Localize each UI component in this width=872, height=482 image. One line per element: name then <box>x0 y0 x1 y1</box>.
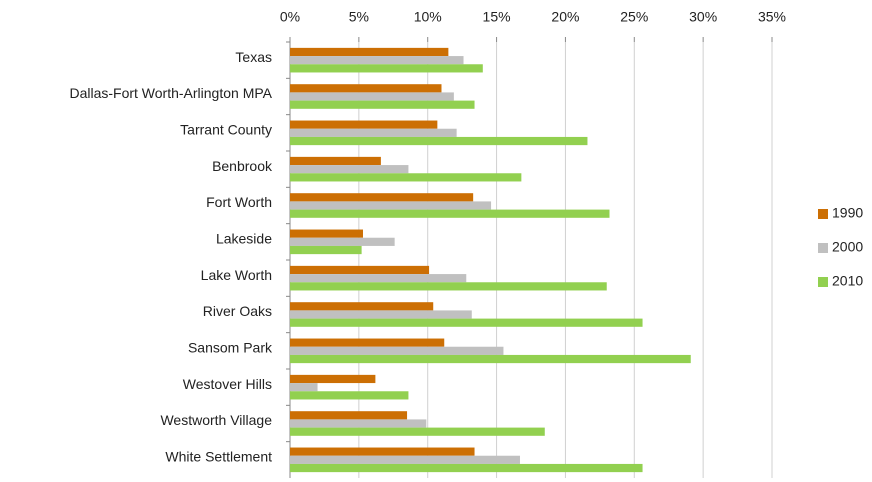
y-tick-label: Benbrook <box>212 158 273 174</box>
bar <box>290 56 464 65</box>
x-tick-label: 5% <box>349 9 369 25</box>
bar <box>290 237 395 246</box>
bar <box>290 193 474 202</box>
y-tick-label: Westworth Village <box>160 412 272 428</box>
bar <box>290 346 504 355</box>
x-tick-label: 30% <box>689 9 717 25</box>
bar <box>290 455 520 464</box>
y-tick-label: Lakeside <box>216 231 272 247</box>
bar <box>290 411 408 420</box>
bar <box>290 391 409 400</box>
legend-label: 1990 <box>832 205 863 221</box>
bar <box>290 338 445 347</box>
y-tick-label: Westover Hills <box>183 376 272 392</box>
bar <box>290 383 318 392</box>
bar <box>290 245 362 255</box>
y-tick-label: Dallas-Fort Worth-Arlington MPA <box>69 85 272 101</box>
bar <box>290 374 376 384</box>
bar <box>290 201 492 210</box>
y-tick-label: River Oaks <box>203 303 272 319</box>
bar <box>290 165 409 174</box>
bar <box>290 128 457 137</box>
bar <box>290 92 454 101</box>
bar <box>290 419 427 428</box>
legend-swatch <box>818 243 828 253</box>
y-tick-label: Tarrant County <box>180 122 272 138</box>
legend-label: 2010 <box>832 273 863 289</box>
bar <box>290 100 475 109</box>
y-tick-label: Fort Worth <box>206 194 272 210</box>
bar <box>290 84 442 93</box>
bar <box>290 354 691 364</box>
x-tick-label: 10% <box>414 9 442 25</box>
bar <box>290 173 522 182</box>
x-tick-label: 0% <box>280 9 300 25</box>
x-tick-label: 25% <box>620 9 648 25</box>
bar <box>290 120 438 129</box>
bar <box>290 274 467 283</box>
bar <box>290 156 381 166</box>
legend-swatch <box>818 209 828 219</box>
y-tick-label: Sansom Park <box>188 340 273 356</box>
x-tick-label: 35% <box>758 9 786 25</box>
bar <box>290 447 475 456</box>
bar <box>290 282 607 291</box>
bar <box>290 310 472 319</box>
bar <box>290 427 545 436</box>
bar <box>290 209 610 218</box>
y-tick-label: White Settlement <box>165 449 272 465</box>
bar <box>290 229 363 238</box>
bar <box>290 265 430 275</box>
legend-swatch <box>818 277 828 287</box>
bar <box>290 136 588 146</box>
bar <box>290 47 449 57</box>
bar <box>290 463 643 473</box>
x-tick-label: 20% <box>551 9 579 25</box>
y-tick-label: Texas <box>235 49 272 65</box>
x-tick-label: 15% <box>483 9 511 25</box>
legend-label: 2000 <box>832 239 863 255</box>
bar <box>290 64 483 73</box>
bar <box>290 318 643 327</box>
y-tick-label: Lake Worth <box>201 267 272 283</box>
bar <box>290 302 434 311</box>
